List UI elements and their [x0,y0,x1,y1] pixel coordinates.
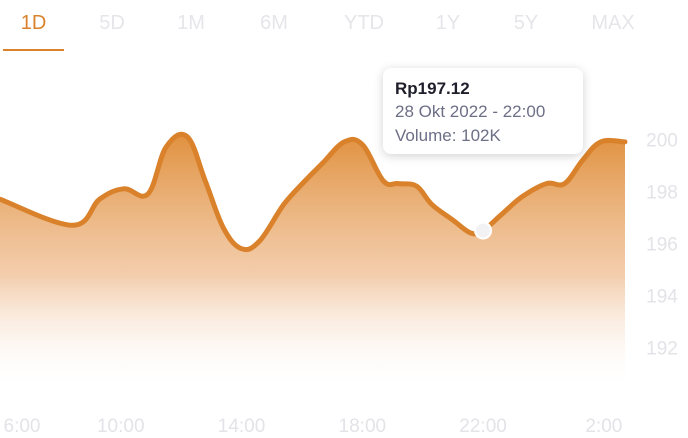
x-tick-label: 18:00 [339,416,387,437]
series-area [0,134,625,392]
y-tick-label: 200 [646,130,678,151]
active-tab-indicator [3,49,64,51]
tooltip-price: Rp197.12 [395,79,470,98]
x-tick-label: 22:00 [459,416,507,437]
tooltip-volume: Volume: 102K [395,126,501,145]
x-tick-label: 14:00 [218,416,266,437]
y-tick-label: 192 [646,339,678,360]
x-tick-label: 6:00 [4,416,41,437]
tab-1m[interactable]: 1M [177,12,205,34]
highlighted-point[interactable] [474,221,493,240]
time-range-tabs: 1D 5D 1M 6M YTD 1Y 5Y MAX [0,0,688,52]
y-tick-label: 196 [646,235,678,256]
tab-1d[interactable]: 1D [20,12,47,34]
series-line [0,131,628,253]
tab-1y[interactable]: 1Y [435,12,461,34]
price-tooltip: Rp197.12 28 Okt 2022 - 22:00 Volume: 102… [383,68,583,154]
x-tick-label: 10:00 [97,416,145,437]
x-tick-label: 2:00 [585,416,622,437]
tab-5y[interactable]: 5Y [513,12,539,34]
y-tick-label: 194 [646,287,678,308]
tab-max[interactable]: MAX [591,12,635,34]
tooltip-datetime: 28 Okt 2022 - 22:00 [395,102,546,121]
y-tick-label: 198 [646,182,678,203]
tab-5d[interactable]: 5D [99,12,125,34]
tab-6m[interactable]: 6M [260,12,288,34]
tab-ytd[interactable]: YTD [344,12,384,34]
